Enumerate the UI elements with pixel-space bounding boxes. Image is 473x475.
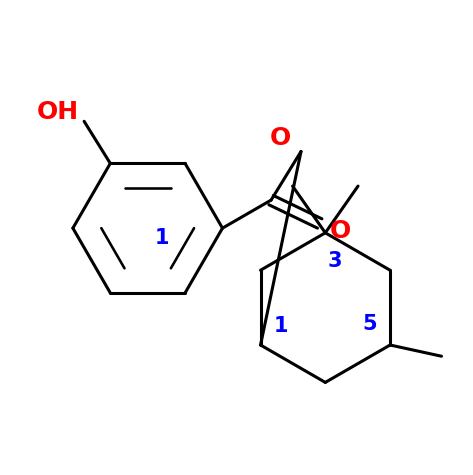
Text: 3: 3 — [327, 251, 342, 271]
Text: O: O — [270, 126, 291, 151]
Text: O: O — [330, 219, 351, 243]
Text: 1: 1 — [274, 316, 289, 336]
Text: OH: OH — [37, 100, 79, 124]
Text: 5: 5 — [362, 314, 377, 334]
Text: 1: 1 — [155, 228, 169, 247]
